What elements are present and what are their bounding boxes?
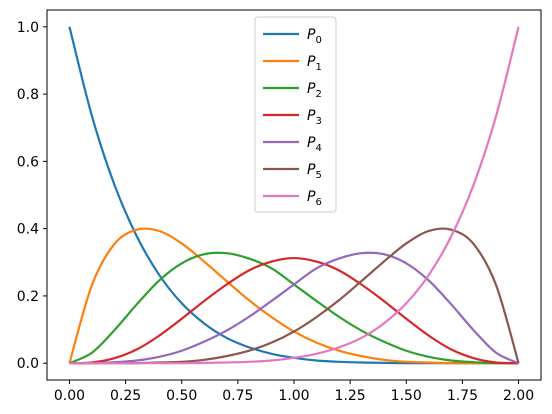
legend-entry-subscript: 1 — [315, 62, 321, 73]
x-tick-label: 1.50 — [391, 388, 422, 404]
legend-entry-subscript: 3 — [315, 116, 321, 127]
legend-entry-subscript: 2 — [315, 89, 321, 100]
legend-entry-label: P1 — [307, 54, 322, 73]
y-tick-label: 0.0 — [17, 356, 39, 372]
x-tick-label: 1.25 — [335, 388, 366, 404]
x-tick-label: 2.00 — [503, 388, 534, 404]
y-tick-label: 1.0 — [17, 20, 39, 36]
x-tick-label: 1.00 — [278, 388, 309, 404]
y-tick-label: 0.2 — [17, 289, 39, 305]
y-axis: 0.0 0.2 0.4 0.6 0.8 1.0 — [17, 20, 47, 372]
legend-entry-name: P — [307, 27, 316, 43]
legend-entry-name: P — [307, 135, 316, 151]
legend-entry-name: P — [307, 189, 316, 205]
series-line-p6 — [69, 26, 520, 365]
x-tick-label: 1.75 — [447, 388, 478, 404]
x-axis: 0.00 0.25 0.50 0.75 1.00 1.25 1.50 1.75 2.00 — [54, 380, 534, 404]
legend-entry-name: P — [307, 162, 316, 178]
legend-entry-label: P2 — [307, 81, 322, 100]
legend-entry-name: P — [307, 81, 316, 97]
series-line-p2 — [68, 251, 519, 365]
y-tick-label: 0.6 — [17, 154, 39, 170]
series-line-p4 — [69, 251, 520, 365]
y-tick-label: 0.4 — [17, 222, 39, 238]
series-line-p3 — [69, 256, 519, 365]
y-tick-label: 0.8 — [17, 87, 39, 103]
legend-entry-label: P3 — [307, 108, 322, 127]
series-line-p5 — [69, 227, 520, 365]
series-lines — [68, 26, 520, 365]
legend-entry-label: P4 — [307, 135, 322, 154]
legend-entry-subscript: 0 — [315, 35, 321, 46]
legend-entry-name: P — [307, 54, 316, 70]
legend-entry-label: P6 — [307, 189, 322, 208]
legend-entry-subscript: 5 — [315, 170, 321, 181]
x-tick-label: 0.00 — [54, 388, 85, 404]
x-tick-label: 0.75 — [222, 388, 253, 404]
x-tick-label: 0.25 — [110, 388, 141, 404]
legend-entry-subscript: 4 — [315, 143, 321, 154]
legend-entry-label: P5 — [307, 162, 322, 181]
legend-entry-label: P0 — [307, 27, 322, 46]
series-line-p1 — [68, 227, 519, 365]
legend-entry-subscript: 6 — [315, 197, 321, 208]
legend-entry-name: P — [307, 108, 316, 124]
x-tick-label: 0.50 — [166, 388, 197, 404]
